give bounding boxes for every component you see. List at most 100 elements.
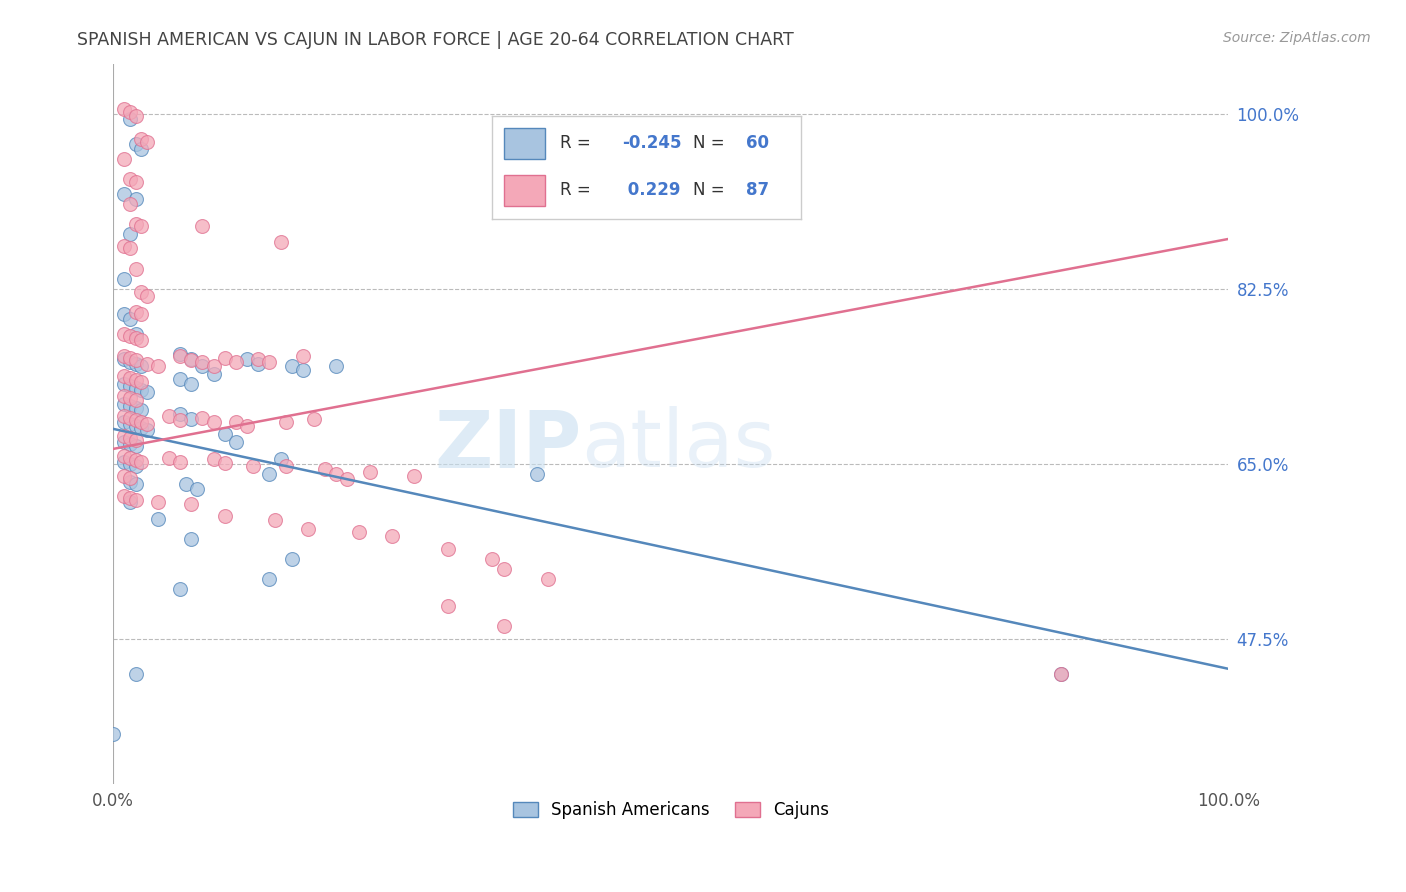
Point	[112, 376, 135, 391]
Point	[112, 489, 135, 503]
Point	[112, 449, 135, 463]
Point	[191, 219, 214, 233]
Point	[118, 431, 141, 445]
Point	[118, 312, 141, 326]
Point	[274, 458, 297, 473]
Point	[1050, 666, 1073, 681]
Point	[118, 491, 141, 505]
Point	[537, 572, 560, 586]
Point	[129, 285, 152, 299]
Point	[118, 371, 141, 385]
Point	[242, 458, 264, 473]
Point	[118, 410, 141, 425]
FancyBboxPatch shape	[505, 128, 544, 159]
Text: R =: R =	[560, 181, 596, 199]
Point	[169, 413, 191, 427]
Point	[135, 357, 157, 371]
Legend: Spanish Americans, Cajuns: Spanish Americans, Cajuns	[506, 795, 835, 826]
Point	[202, 367, 225, 381]
Point	[202, 415, 225, 429]
Point	[118, 450, 141, 465]
Text: N =: N =	[693, 181, 730, 199]
Point	[225, 415, 247, 429]
Point	[112, 102, 135, 116]
Point	[202, 359, 225, 373]
Point	[129, 415, 152, 429]
Point	[336, 472, 359, 486]
Point	[247, 351, 270, 366]
Text: atlas: atlas	[582, 407, 776, 484]
Point	[112, 326, 135, 341]
Point	[186, 482, 208, 496]
Point	[135, 384, 157, 399]
Point	[169, 455, 191, 469]
Point	[118, 105, 141, 120]
Text: 87: 87	[745, 181, 769, 199]
Point	[103, 727, 125, 741]
Point	[169, 349, 191, 363]
Point	[112, 368, 135, 383]
Point	[124, 373, 146, 387]
Point	[118, 457, 141, 471]
Point	[270, 235, 292, 249]
Point	[191, 355, 214, 369]
Point	[236, 418, 259, 433]
Text: N =: N =	[693, 134, 730, 152]
Point	[180, 412, 202, 426]
Point	[214, 426, 236, 441]
Point	[112, 409, 135, 423]
Point	[129, 383, 152, 397]
Point	[129, 359, 152, 373]
Point	[124, 492, 146, 507]
Point	[146, 512, 169, 526]
Text: 60: 60	[745, 134, 769, 152]
Point	[118, 355, 141, 369]
Point	[118, 417, 141, 431]
Point	[112, 429, 135, 443]
Point	[436, 541, 458, 556]
Point	[112, 349, 135, 363]
Point	[259, 467, 281, 481]
Point	[481, 551, 503, 566]
Point	[214, 508, 236, 523]
Point	[124, 381, 146, 395]
Point	[214, 456, 236, 470]
Point	[291, 349, 314, 363]
Point	[124, 413, 146, 427]
Text: SPANISH AMERICAN VS CAJUN IN LABOR FORCE | AGE 20-64 CORRELATION CHART: SPANISH AMERICAN VS CAJUN IN LABOR FORCE…	[77, 31, 794, 49]
Point	[214, 351, 236, 365]
Point	[202, 451, 225, 466]
Point	[124, 192, 146, 206]
Point	[124, 458, 146, 473]
Point	[129, 421, 152, 435]
Point	[118, 475, 141, 489]
FancyBboxPatch shape	[505, 176, 544, 206]
Point	[124, 326, 146, 341]
Point	[180, 353, 202, 368]
Point	[124, 305, 146, 319]
Point	[381, 529, 404, 543]
Text: -0.245: -0.245	[621, 134, 682, 152]
Point	[124, 392, 146, 407]
Point	[124, 109, 146, 123]
Point	[359, 465, 381, 479]
Point	[274, 415, 297, 429]
Point	[129, 132, 152, 146]
Point	[135, 289, 157, 303]
Point	[280, 551, 302, 566]
Point	[124, 217, 146, 231]
Point	[291, 363, 314, 377]
Point	[325, 467, 347, 481]
Point	[180, 351, 202, 366]
Point	[135, 423, 157, 437]
Point	[118, 197, 141, 211]
Point	[169, 582, 191, 596]
Point	[124, 136, 146, 151]
Point	[112, 307, 135, 321]
Point	[118, 379, 141, 393]
Point	[124, 331, 146, 345]
Point	[436, 599, 458, 613]
Point	[112, 397, 135, 411]
Point	[169, 347, 191, 361]
Point	[169, 372, 191, 386]
